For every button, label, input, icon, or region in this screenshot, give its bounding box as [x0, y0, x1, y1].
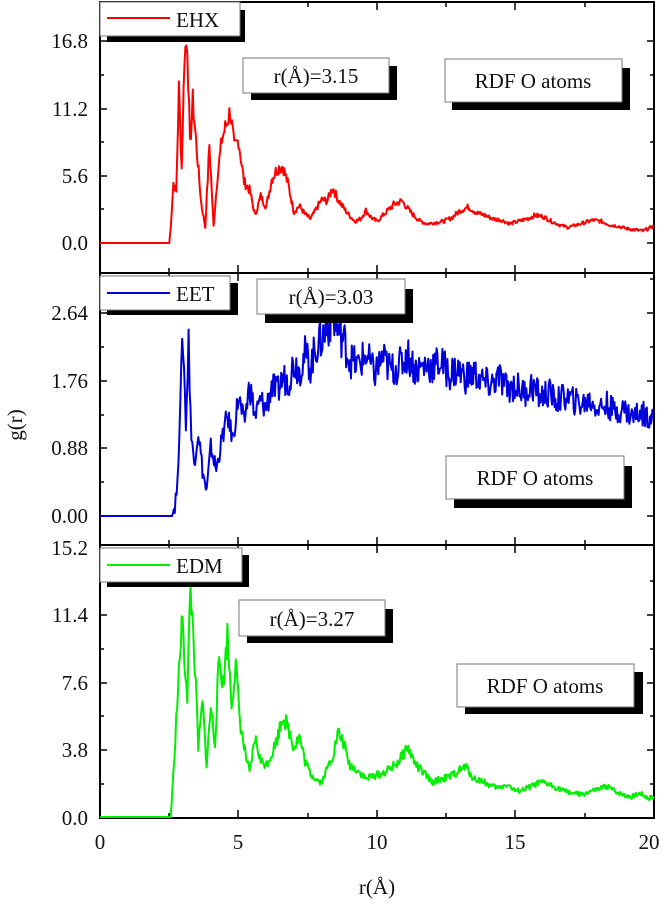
y-tick-label: 0.88 — [51, 436, 88, 460]
legend-ehx: EHX — [99, 1, 245, 42]
rdf-annotation: RDF O atoms — [475, 69, 592, 93]
x-tick-label: 0 — [95, 830, 106, 854]
peak-label-box: r(Å)=3.03 — [256, 278, 413, 323]
eet-rdf-curve — [99, 295, 655, 517]
legend-label: EET — [176, 282, 215, 306]
peak-position-label: r(Å)=3.27 — [270, 607, 355, 631]
panel-eet: 0.00 0.88 1.76 2.64 EET r(Å)=3.03 RDF O … — [51, 272, 655, 546]
panel-ehx: 0.0 5.6 11.2 16.8 EHX r(Å)=3.15 RDF O at… — [51, 1, 655, 274]
x-axis-tick-labels: 0 5 10 15 20 — [95, 830, 660, 854]
rdf-annotation: RDF O atoms — [477, 466, 594, 490]
plot-frame — [99, 1, 655, 274]
y-tick-label: 15.2 — [51, 536, 88, 560]
peak-label-box: r(Å)=3.27 — [238, 599, 393, 643]
x-axis-title: r(Å) — [359, 875, 395, 899]
x-tick-label: 5 — [233, 830, 244, 854]
y-tick-label: 7.6 — [62, 671, 88, 695]
y-tick-label: 16.8 — [51, 29, 88, 53]
y-tick-label: 5.6 — [62, 164, 88, 188]
y-tick-label: 1.76 — [51, 369, 88, 393]
rdf-annotation: RDF O atoms — [487, 674, 604, 698]
legend-eet: EET — [99, 275, 238, 315]
annotation-box: RDF O atoms — [456, 663, 643, 714]
y-tick-label: 11.4 — [52, 603, 88, 627]
x-tick-label: 10 — [367, 830, 388, 854]
peak-position-label: r(Å)=3.15 — [274, 64, 359, 88]
panel-edm: 0.0 3.8 7.6 11.4 15.2 EDM r(Å)=3.27 RDF … — [51, 536, 655, 830]
y-tick-label: 2.64 — [51, 301, 88, 325]
y-tick-label: 3.8 — [62, 738, 88, 762]
legend-label: EHX — [176, 8, 219, 32]
y-tick-label: 0.0 — [62, 806, 88, 830]
annotation-box: RDF O atoms — [445, 455, 632, 508]
y-tick-label: 11.2 — [52, 97, 88, 121]
peak-label-box: r(Å)=3.15 — [242, 57, 397, 100]
legend-edm: EDM — [99, 547, 249, 587]
y-ticks — [100, 580, 654, 785]
y-tick-label: 0.0 — [62, 231, 88, 255]
annotation-box: RDF O atoms — [444, 58, 630, 110]
x-tick-label: 15 — [505, 830, 526, 854]
ehx-rdf-curve — [99, 44, 655, 244]
x-tick-label: 20 — [639, 830, 660, 854]
legend-label: EDM — [176, 554, 223, 578]
y-tick-label: 0.00 — [51, 504, 88, 528]
y-axis-title: g(r) — [3, 409, 27, 440]
peak-position-label: r(Å)=3.03 — [289, 285, 374, 309]
edm-rdf-curve — [99, 584, 655, 818]
